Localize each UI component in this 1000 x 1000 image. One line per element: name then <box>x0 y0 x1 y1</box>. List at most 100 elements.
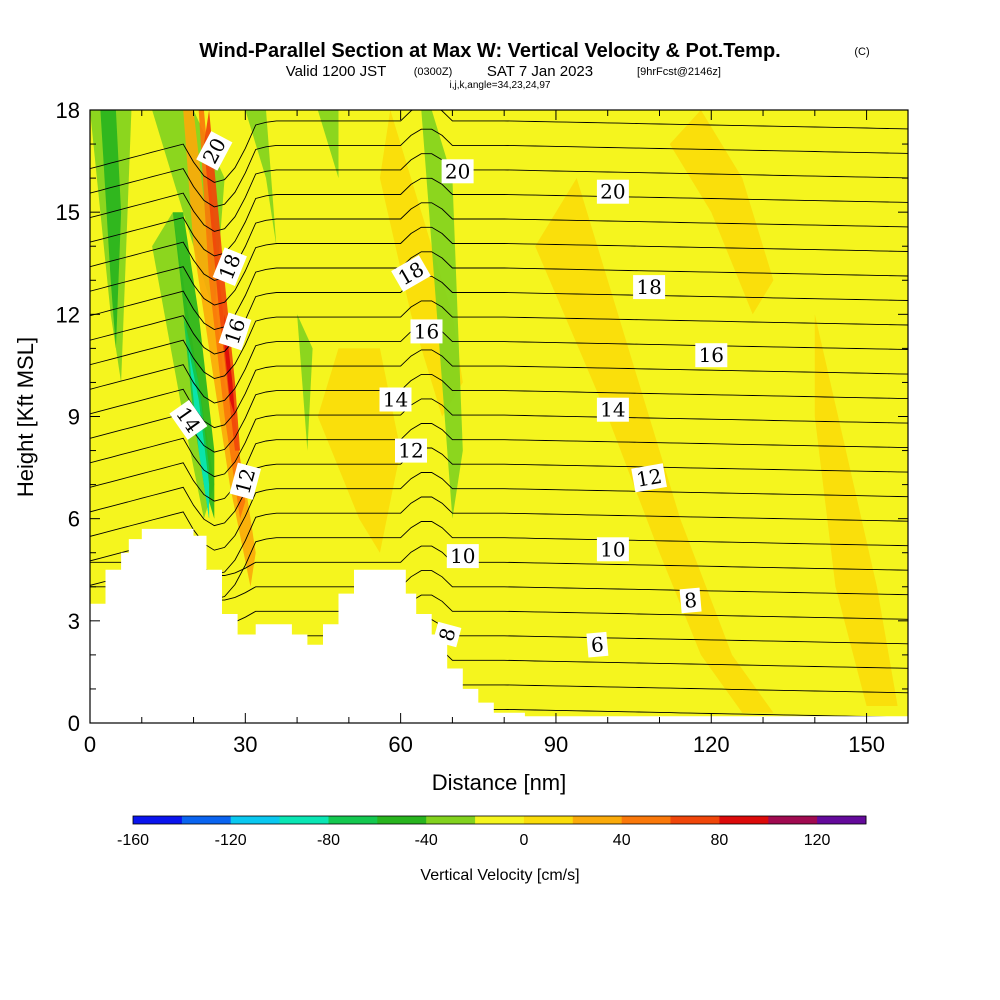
velocity-region <box>421 110 463 519</box>
theta-label: 12 <box>631 463 667 493</box>
theta-label-text: 16 <box>414 319 439 343</box>
theta-label: 14 <box>379 387 412 412</box>
y-tick-label: 15 <box>56 200 80 225</box>
x-tick-label: 90 <box>544 732 568 757</box>
theta-line <box>90 570 908 601</box>
velocity-region <box>297 314 313 451</box>
colorbar-swatch <box>328 816 378 824</box>
colorbar-tick-label: 120 <box>804 832 831 849</box>
theta-label-text: 6 <box>590 632 605 657</box>
velocity-region <box>814 314 898 706</box>
velocity-region <box>245 110 277 247</box>
colorbar-swatch <box>621 816 672 824</box>
theta-label-text: 12 <box>398 439 423 463</box>
y-axis-label: Height [Kft MSL] <box>13 337 38 497</box>
theta-label-text: 8 <box>683 588 698 613</box>
theta-label-text: 20 <box>445 159 470 183</box>
colorbar-label: Vertical Velocity [cm/s] <box>420 867 579 884</box>
grid-indices: i,j,k,angle=34,23,24,97 <box>450 80 551 91</box>
theta-line <box>90 153 908 232</box>
colorbar <box>132 815 867 825</box>
velocity-region <box>669 110 774 315</box>
theta-line <box>90 324 908 404</box>
theta-line <box>90 398 908 478</box>
axis-ticks <box>89 109 908 724</box>
y-tick-label: 6 <box>68 507 80 532</box>
y-tick-label: 12 <box>56 302 80 327</box>
colorbar-tick-label: -40 <box>415 832 438 849</box>
x-tick-label: 0 <box>84 732 96 757</box>
theta-line <box>90 226 908 306</box>
colorbar-tick-label: -80 <box>317 832 340 849</box>
theta-label-text: 14 <box>383 388 408 412</box>
valid-date: SAT 7 Jan 2023 <box>487 63 593 80</box>
velocity-region <box>535 178 774 713</box>
theta-label-text: 8 <box>434 625 460 644</box>
theta-line <box>90 110 908 183</box>
theta-label: 10 <box>446 544 479 569</box>
theta-line <box>90 472 908 551</box>
y-tick-label: 0 <box>68 711 80 736</box>
colorbar-swatch <box>279 816 329 824</box>
colorbar-swatch <box>817 816 867 824</box>
utc-time: (0300Z) <box>414 66 453 78</box>
colorbar-swatch <box>133 816 183 824</box>
colorbar-tick-label: 80 <box>711 832 729 849</box>
x-tick-label: 60 <box>388 732 412 757</box>
colorbar-tick-label: -160 <box>117 832 149 849</box>
x-axis-label: Distance [nm] <box>432 770 567 795</box>
colorbar-swatch <box>475 816 525 824</box>
theta-line <box>90 545 908 576</box>
copyright-mark: (C) <box>854 46 869 58</box>
theta-label: 12 <box>395 438 427 463</box>
theta-label: 8 <box>679 587 702 614</box>
colorbar-tick-label: -120 <box>215 832 247 849</box>
colorbar-tick-label: 40 <box>613 832 631 849</box>
colorbar-swatch <box>768 816 818 824</box>
theta-label: 12 <box>229 462 262 500</box>
theta-label-text: 10 <box>450 544 475 568</box>
theta-label: 14 <box>596 397 629 422</box>
theta-line <box>90 349 908 429</box>
theta-label-text: 12 <box>634 464 663 492</box>
colorbar-tick-labels: -160 -120 -80 -40 0 40 80 120 <box>117 832 831 849</box>
chart-title: Wind-Parallel Section at Max W: Vertical… <box>199 40 780 62</box>
colorbar-swatch <box>377 816 427 824</box>
velocity-region <box>100 110 122 349</box>
x-tick-label: 150 <box>848 732 885 757</box>
colorbar-swatch <box>426 816 476 824</box>
colorbar-swatch <box>670 816 720 824</box>
theta-line <box>90 496 908 576</box>
theta-label: 18 <box>633 275 666 300</box>
theta-line <box>90 521 908 600</box>
theta-line <box>90 300 908 379</box>
colorbar-swatch <box>230 816 281 824</box>
forecast-info: [9hrFcst@2146z] <box>637 66 721 78</box>
theta-label: 10 <box>596 537 629 562</box>
terrain-mask <box>90 528 908 723</box>
colorbar-swatch <box>523 816 574 824</box>
x-tick-labels: 0 30 60 90 120 150 <box>84 732 885 757</box>
theta-line <box>90 128 908 208</box>
theta-label-text: 20 <box>600 180 625 204</box>
theta-line <box>90 423 908 502</box>
theta-line <box>90 275 908 355</box>
theta-label-text: 16 <box>699 343 724 367</box>
theta-label: 20 <box>441 159 474 184</box>
theta-label-text: 14 <box>600 398 625 422</box>
y-tick-label: 18 <box>56 98 80 123</box>
colorbar-swatch <box>181 816 232 824</box>
x-tick-label: 30 <box>233 732 257 757</box>
theta-label-text: 10 <box>600 537 625 561</box>
theta-label-text: 18 <box>636 275 661 299</box>
theta-label: 16 <box>218 312 252 351</box>
colorbar-swatch <box>572 816 623 824</box>
velocity-region <box>188 348 210 519</box>
theta-line <box>90 373 908 453</box>
theta-label: 16 <box>695 343 728 368</box>
theta-label: 8 <box>433 621 462 648</box>
y-tick-label: 3 <box>68 609 80 634</box>
